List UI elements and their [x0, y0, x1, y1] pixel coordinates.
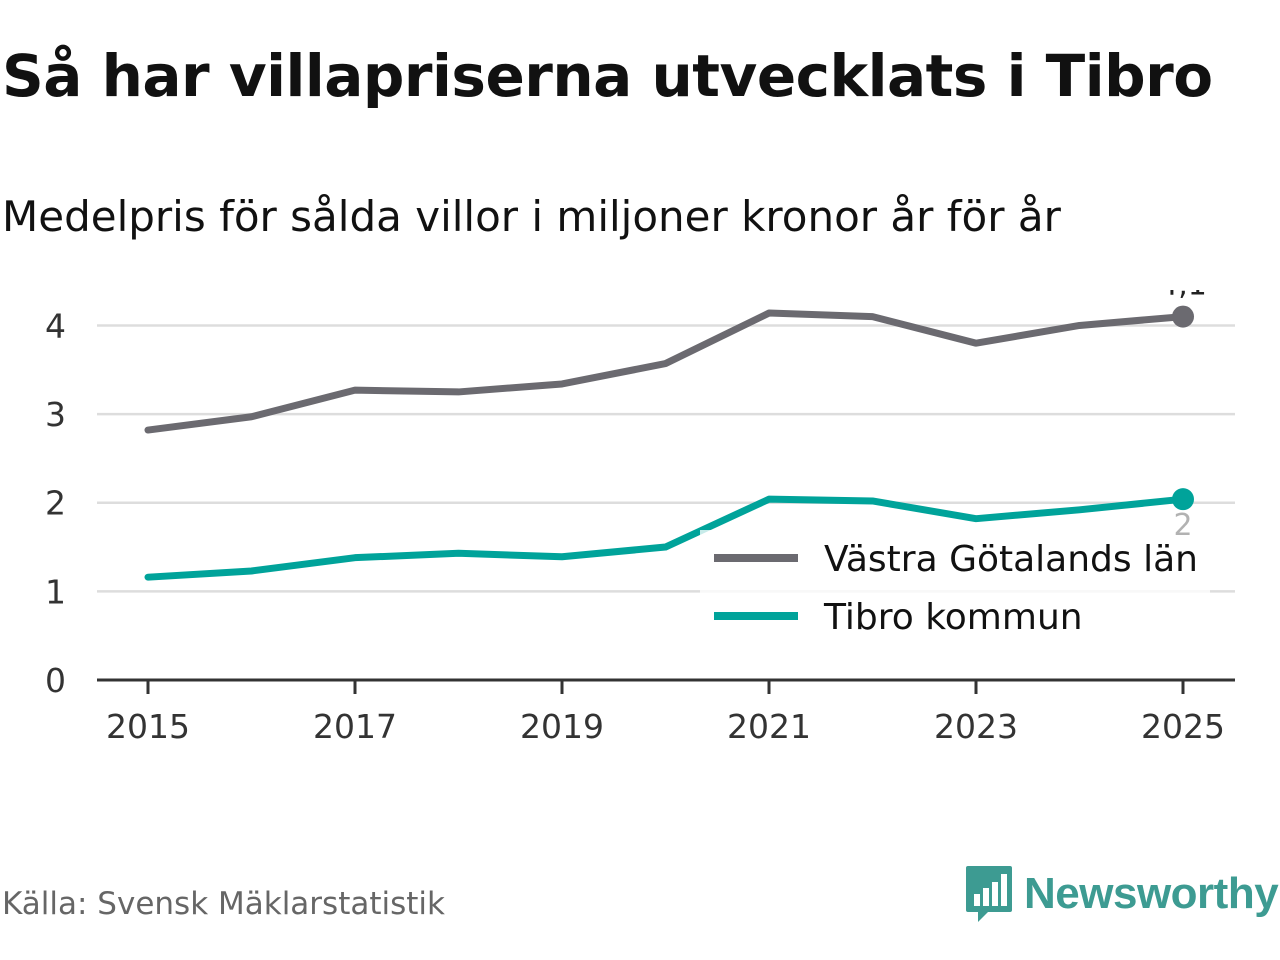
y-axis-ticks: 0 1 2 3 4	[45, 306, 66, 700]
y-tick-label-2: 2	[45, 484, 66, 523]
y-tick-label-0: 0	[45, 661, 66, 700]
x-tick-label-2023: 2023	[934, 707, 1018, 746]
end-label-tibro: 2	[1173, 508, 1192, 543]
end-marker-tibro	[1172, 488, 1194, 511]
newsworthy-brand: Newsworthy	[964, 864, 1279, 924]
y-tick-label-1: 1	[45, 572, 66, 611]
series-line-tibro	[144, 495, 1187, 581]
chart-title: Så har villapriserna utvecklats i Tibro	[2, 42, 1213, 110]
x-tick-label-2021: 2021	[727, 707, 811, 746]
line-chart: 0 1 2 3 4 2015 2017 2019 2021 2023 2025 Västra Gö…	[45, 290, 1235, 746]
brand-name: Newsworthy	[1024, 869, 1279, 918]
series-line-vastra-gotaland	[144, 309, 1187, 434]
legend: Västra Götalands län Tibro kommun	[700, 530, 1210, 648]
x-tick-label-2015: 2015	[106, 707, 190, 746]
legend-label-vastra-gotaland: Västra Götalands län	[824, 539, 1198, 580]
x-axis: 2015 2017 2019 2021 2023 2025	[97, 678, 1235, 746]
x-tick-label-2017: 2017	[313, 707, 397, 746]
y-tick-label-4: 4	[45, 306, 66, 345]
end-markers: 4,12	[1159, 290, 1207, 543]
chart-subtitle: Medelpris för sålda villor i miljoner kr…	[2, 192, 1061, 241]
series-lines	[144, 309, 1187, 581]
y-tick-label-3: 3	[45, 395, 66, 434]
x-tick-label-2025: 2025	[1141, 707, 1225, 746]
source-note: Källa: Svensk Mäklarstatistik	[2, 886, 445, 922]
legend-background	[700, 530, 1210, 648]
x-tick-label-2019: 2019	[520, 707, 604, 746]
legend-label-tibro: Tibro kommun	[823, 597, 1083, 638]
end-marker-vastra-gotaland	[1172, 305, 1194, 328]
newsworthy-logo-icon	[966, 866, 1012, 922]
end-label-vastra-gotaland: 4,1	[1159, 290, 1207, 303]
